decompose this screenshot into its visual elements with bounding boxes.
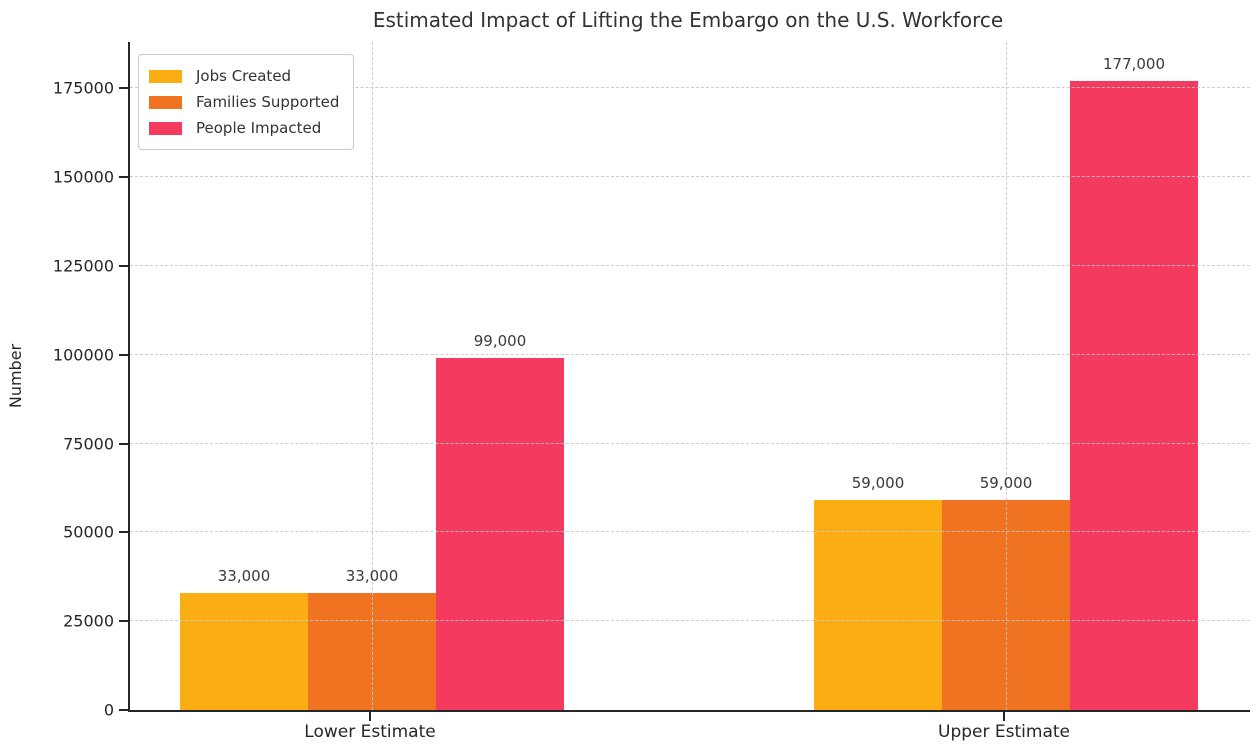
bar-value-label: 33,000 <box>217 566 271 585</box>
y-tick-label: 100000 <box>52 345 114 365</box>
gridline-horizontal <box>130 264 1250 266</box>
chart-title: Estimated Impact of Lifting the Embargo … <box>372 8 1004 32</box>
bar-value-label: 59,000 <box>851 474 905 493</box>
legend-swatch <box>149 95 182 109</box>
y-tick-label: 125000 <box>52 256 114 276</box>
y-tick-label: 150000 <box>52 167 114 187</box>
bar <box>180 592 308 710</box>
y-tick-mark <box>119 620 128 623</box>
legend-item: Families Supported <box>149 89 339 115</box>
gridline-vertical <box>1006 42 1007 710</box>
x-tick-label: Upper Estimate <box>938 722 1070 742</box>
y-tick-label: 50000 <box>63 522 114 542</box>
bar-value-label: 59,000 <box>979 474 1033 493</box>
y-tick-mark <box>119 709 128 711</box>
y-tick-label: 25000 <box>63 611 114 631</box>
y-tick-mark <box>119 442 128 445</box>
x-tick-mark <box>1003 712 1005 721</box>
y-tick-mark <box>119 531 128 534</box>
bar-value-label: 99,000 <box>473 332 527 351</box>
y-tick-mark <box>119 87 128 90</box>
gridline-horizontal <box>130 620 1250 622</box>
legend-label: Jobs Created <box>196 67 292 85</box>
gridline-vertical <box>372 42 373 710</box>
x-tick-label: Lower Estimate <box>304 722 436 742</box>
y-tick-mark <box>119 176 128 179</box>
legend-item: Jobs Created <box>149 63 339 89</box>
legend-label: Families Supported <box>196 93 340 111</box>
gridline-horizontal <box>130 353 1250 355</box>
y-tick-mark <box>119 353 128 356</box>
gridline-horizontal <box>130 442 1250 444</box>
legend: Jobs Created Families Supported People Imp… <box>138 54 355 150</box>
y-tick-mark <box>119 264 128 267</box>
plot-area: 33,000 33,000 99,000 59,000 59,000 177,000 <box>128 42 1250 712</box>
bar <box>1070 81 1198 710</box>
legend-swatch <box>149 121 182 135</box>
gridline-horizontal <box>130 87 1250 89</box>
bar <box>814 500 942 710</box>
bar-value-label: 177,000 <box>1102 55 1166 74</box>
y-tick-label: 0 <box>103 700 114 720</box>
y-axis-label: Number <box>6 343 25 409</box>
legend-label: People Impacted <box>196 119 322 137</box>
bar <box>436 358 564 710</box>
gridline-horizontal <box>130 531 1250 533</box>
y-tick-label: 75000 <box>63 434 114 453</box>
legend-item: People Impacted <box>149 115 339 141</box>
gridline-horizontal <box>130 176 1250 178</box>
x-tick-mark <box>369 712 371 721</box>
legend-swatch <box>149 69 182 83</box>
bar-value-label: 33,000 <box>345 566 399 585</box>
y-tick-label: 175000 <box>52 78 114 98</box>
